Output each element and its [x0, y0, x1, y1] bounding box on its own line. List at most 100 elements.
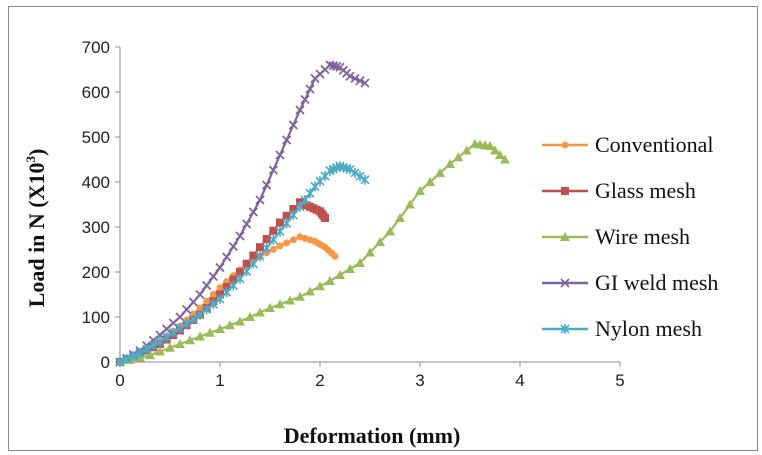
data-point-gi-weld-mesh-26 — [288, 120, 298, 130]
x-tick-label-4: 4 — [515, 371, 524, 390]
data-point-nylon-mesh-27 — [295, 201, 305, 212]
data-point-wire-mesh-4 — [155, 346, 165, 356]
data-point-wire-mesh-3 — [145, 350, 155, 360]
data-point-nylon-mesh-16 — [222, 287, 232, 298]
data-point-nylon-mesh-22 — [262, 243, 272, 253]
data-point-gi-weld-mesh-41 — [355, 76, 365, 86]
data-point-wire-mesh-30 — [415, 186, 425, 195]
y-axis-title-main: Load in N (X10 — [24, 162, 49, 307]
data-point-wire-mesh-17 — [285, 295, 295, 305]
data-point-gi-weld-mesh-14 — [208, 271, 218, 282]
data-point-wire-mesh-25 — [365, 247, 375, 257]
y-tick-label-0: 0 — [101, 353, 110, 372]
series-glass-mesh — [116, 198, 329, 366]
data-point-wire-mesh-18 — [295, 291, 305, 301]
data-point-nylon-mesh-25 — [282, 218, 292, 229]
data-point-nylon-mesh-42 — [360, 174, 370, 185]
data-point-nylon-mesh-10 — [182, 318, 192, 329]
data-point-gi-weld-mesh-16 — [222, 252, 232, 262]
data-point-glass-mesh-18 — [236, 268, 244, 276]
legend-label-conventional: Conventional — [595, 132, 714, 157]
data-point-nylon-mesh-5 — [148, 340, 158, 351]
legend: Conventional Glass mesh Wire mesh GI weld m… — [542, 132, 718, 341]
y-tick-label-3: 300 — [82, 218, 110, 237]
data-point-gi-weld-mesh-19 — [242, 219, 252, 229]
x-tick-label-3: 3 — [415, 371, 424, 390]
y-axis-title-end: ) — [24, 149, 49, 156]
data-point-gi-weld-mesh-10 — [182, 304, 192, 315]
data-point-wire-mesh-28 — [395, 213, 405, 222]
legend-label-gi-weld-mesh: GI weld mesh — [595, 270, 718, 295]
data-point-wire-mesh-29 — [405, 199, 415, 209]
data-point-wire-mesh-7 — [185, 335, 195, 345]
data-point-nylon-mesh-3 — [135, 348, 145, 358]
legend-item-nylon-mesh: Nylon mesh — [542, 316, 702, 341]
data-point-nylon-mesh-39 — [345, 164, 355, 175]
data-point-nylon-mesh-12 — [195, 309, 205, 320]
data-point-gi-weld-mesh-24 — [275, 150, 285, 160]
data-point-conventional-14 — [209, 291, 217, 298]
y-tick-label-7: 700 — [82, 38, 110, 57]
data-point-glass-mesh-24 — [276, 218, 284, 227]
data-point-gi-weld-mesh-22 — [262, 180, 272, 190]
x-tick-label-5: 5 — [615, 371, 624, 390]
data-point-gi-weld-mesh-42 — [360, 78, 370, 88]
legend-swatch-marker-gi-weld-mesh — [560, 278, 570, 288]
data-point-gi-weld-mesh-29 — [305, 84, 315, 94]
data-point-glass-mesh-22 — [262, 235, 271, 243]
data-point-gi-weld-mesh-40 — [350, 73, 360, 84]
plot-area: 0 100 200 300 400 500 600 700 0 1 2 3 4 5 — [82, 38, 625, 390]
data-point-wire-mesh-23 — [345, 264, 355, 273]
x-tick-label-0: 0 — [115, 371, 124, 390]
data-point-nylon-mesh-6 — [155, 336, 165, 347]
data-point-conventional-12 — [196, 304, 204, 312]
data-point-nylon-mesh-19 — [242, 266, 252, 277]
legend-swatch-marker-glass-mesh — [561, 187, 569, 195]
data-point-gi-weld-mesh-18 — [235, 231, 245, 241]
data-point-glass-mesh-23 — [269, 226, 278, 235]
data-point-nylon-mesh-18 — [235, 273, 245, 284]
data-point-wire-mesh-13 — [245, 312, 255, 321]
chart-frame — [8, 6, 758, 451]
data-point-wire-mesh-5 — [165, 342, 175, 352]
data-point-wire-mesh-27 — [385, 226, 395, 236]
legend-swatch-marker-nylon-mesh — [560, 324, 570, 334]
data-point-wire-mesh-22 — [335, 270, 345, 279]
legend-label-wire-mesh: Wire mesh — [595, 224, 690, 249]
data-point-nylon-mesh-8 — [168, 327, 178, 338]
y-tick-label-6: 600 — [82, 83, 110, 102]
legend-swatch-marker-wire-mesh — [560, 232, 570, 241]
data-point-conventional-24 — [276, 242, 284, 250]
data-point-wire-mesh-16 — [275, 299, 285, 309]
data-point-gi-weld-mesh-20 — [248, 207, 258, 217]
data-point-wire-mesh-31 — [425, 177, 435, 186]
data-point-glass-mesh-26 — [289, 205, 298, 213]
legend-item-gi-weld-mesh: GI weld mesh — [542, 270, 718, 295]
data-point-conventional-13 — [203, 297, 211, 305]
y-tick-label-4: 400 — [82, 173, 110, 192]
data-point-gi-weld-mesh-25 — [282, 135, 292, 145]
data-point-glass-mesh-25 — [282, 211, 291, 220]
data-point-nylon-mesh-29 — [305, 188, 315, 199]
x-tick-label-2: 2 — [315, 371, 324, 390]
data-point-nylon-mesh-17 — [228, 280, 238, 291]
data-point-wire-mesh-42 — [500, 154, 510, 164]
data-point-gi-weld-mesh-39 — [345, 71, 355, 81]
data-point-wire-mesh-14 — [255, 307, 265, 317]
y-axis-title: Load in N (X103) — [23, 149, 49, 308]
data-point-nylon-mesh-1 — [122, 354, 132, 364]
data-point-wire-mesh-21 — [325, 276, 335, 285]
x-axis-title: Deformation (mm) — [284, 423, 461, 448]
data-point-nylon-mesh-28 — [300, 195, 310, 205]
x-tick-label-1: 1 — [215, 371, 224, 390]
data-point-wire-mesh-32 — [435, 168, 445, 177]
data-point-wire-mesh-41 — [495, 150, 505, 159]
data-point-wire-mesh-40 — [490, 145, 500, 155]
data-point-nylon-mesh-24 — [275, 226, 285, 237]
data-point-nylon-mesh-4 — [142, 344, 152, 355]
data-point-nylon-mesh-9 — [175, 323, 185, 334]
data-point-nylon-mesh-13 — [202, 304, 212, 315]
data-point-conventional-36 — [331, 252, 339, 260]
data-point-glass-mesh-16 — [222, 283, 231, 291]
